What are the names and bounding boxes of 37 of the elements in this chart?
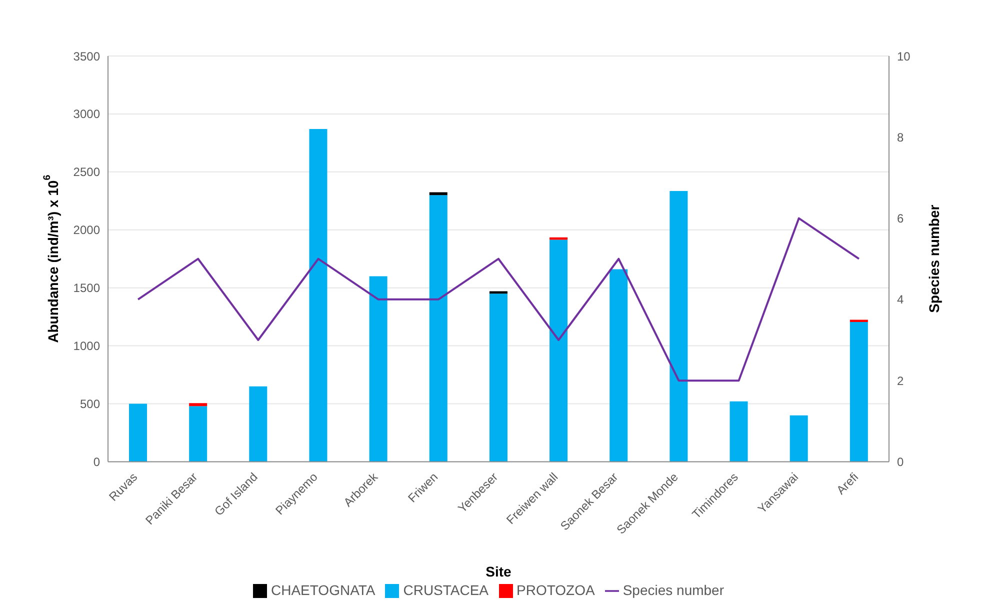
y2-axis-title: Species number	[926, 204, 942, 313]
line-series	[137, 217, 860, 382]
y-tick-label: 3500	[73, 49, 100, 64]
bar	[489, 294, 508, 462]
y-tick-label: 2000	[73, 223, 100, 238]
y-tick-label: 1500	[73, 281, 100, 296]
legend-label: CRUSTACEA	[403, 582, 489, 598]
bar	[610, 269, 628, 462]
x-axis-title: Site	[486, 564, 512, 580]
bar	[309, 129, 328, 462]
legend-label: CHAETOGNATA	[270, 582, 376, 598]
legend-label: Species number	[622, 582, 724, 598]
y-tick-label: 0	[93, 454, 100, 469]
bar	[369, 276, 388, 462]
bar	[189, 406, 208, 462]
y-tick-label: 500	[80, 397, 100, 412]
bar	[189, 403, 208, 406]
legend-label: PROTOZOA	[516, 582, 595, 598]
bar	[129, 404, 147, 462]
y2-tick-label: 4	[897, 292, 904, 307]
bar	[429, 195, 448, 462]
bar	[790, 415, 808, 462]
y2-tick-label: 6	[897, 212, 904, 226]
bar	[429, 192, 448, 196]
bar	[850, 322, 868, 462]
y-tick-label: 2500	[73, 165, 100, 180]
y-tick-label: 1000	[73, 339, 100, 354]
bar	[670, 191, 688, 462]
bar	[850, 320, 868, 322]
bar	[550, 240, 568, 462]
y2-tick-label: 10	[897, 49, 911, 64]
y2-tick-label: 0	[897, 454, 904, 469]
bar	[249, 386, 268, 462]
y2-tick-label: 8	[897, 130, 904, 144]
bar	[730, 401, 748, 462]
y-tick-label: 3000	[73, 107, 100, 122]
y2-tick-label: 2	[897, 374, 904, 388]
